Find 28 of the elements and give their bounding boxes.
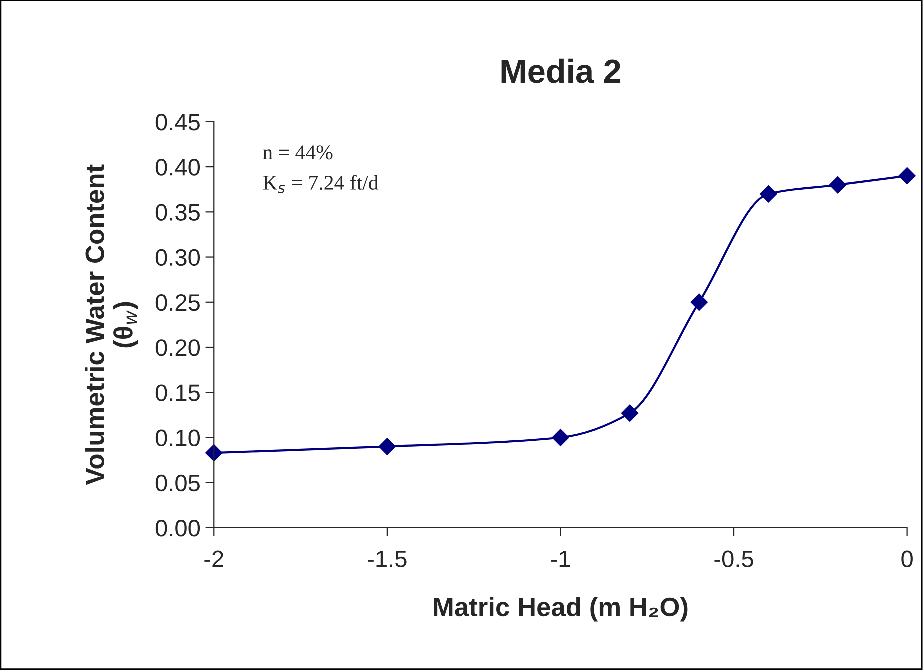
y-tick-label: 0.40 xyxy=(156,159,200,176)
y-tick-label: 0.30 xyxy=(156,249,200,266)
annotation: K$_{s}$ = 7.24 ft/d xyxy=(263,175,379,194)
y-tick-label: 0.10 xyxy=(156,430,200,447)
point xyxy=(829,176,847,194)
annotation: n = 44% xyxy=(263,146,333,160)
point xyxy=(621,404,639,422)
chart-title: Media 2 xyxy=(502,58,621,84)
x-tick-label: -1 xyxy=(551,551,570,568)
point xyxy=(690,294,708,311)
x-tick-label: -2 xyxy=(204,550,224,568)
y-tick-label: 0.25 xyxy=(156,294,200,312)
x-tick-label: -0.5 xyxy=(714,550,754,568)
x-tick-label: -1.5 xyxy=(368,551,407,568)
y-axis-title: Volumetric Water Content (θ$_{w}$) xyxy=(85,164,138,486)
y-tick-label: 0.45 xyxy=(156,114,200,131)
y-tick-label: 0.15 xyxy=(156,384,200,402)
y-tick-label: 0.05 xyxy=(156,474,200,492)
point xyxy=(552,429,570,446)
point xyxy=(206,444,223,462)
x-tick-label: 0 xyxy=(902,550,913,568)
y-tick-label: 0.20 xyxy=(156,340,200,356)
point xyxy=(378,438,396,456)
x-axis-title: Matric Head (m H₂O) xyxy=(434,597,688,622)
y-tick-label: 0.35 xyxy=(156,204,200,221)
point xyxy=(898,168,916,185)
y-tick-label: 0.00 xyxy=(156,520,200,537)
point xyxy=(760,186,778,203)
